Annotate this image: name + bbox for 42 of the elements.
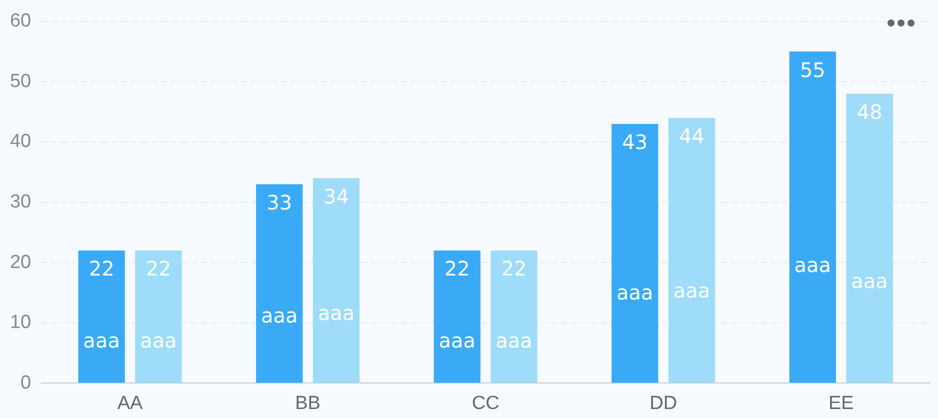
bar bbox=[668, 118, 716, 383]
x-tick-label: AA bbox=[117, 392, 144, 414]
y-tick-label: 60 bbox=[10, 10, 32, 32]
annotation: aaa bbox=[616, 280, 654, 305]
annotation: aaa bbox=[83, 328, 120, 353]
annotation: aaa bbox=[794, 253, 832, 278]
annotation: aaa bbox=[318, 301, 355, 326]
y-tick-label: 30 bbox=[10, 192, 32, 213]
data-label: 22 bbox=[146, 256, 172, 281]
bar bbox=[256, 184, 303, 383]
y-tick-label: 40 bbox=[10, 131, 32, 152]
annotation: aaa bbox=[496, 328, 532, 353]
data-label: 48 bbox=[856, 100, 882, 124]
annotation: aaa bbox=[851, 269, 888, 294]
bar bbox=[78, 250, 125, 383]
y-tick-label: 50 bbox=[10, 70, 32, 92]
bar bbox=[846, 94, 893, 383]
annotation: aaa bbox=[438, 328, 476, 353]
data-label: 22 bbox=[501, 256, 527, 281]
bar bbox=[612, 124, 658, 383]
data-label: 44 bbox=[679, 124, 705, 148]
y-tick-label: 10 bbox=[10, 312, 32, 334]
bar bbox=[135, 250, 182, 383]
y-tick-label: 0 bbox=[20, 372, 32, 394]
y-tick-label: 20 bbox=[10, 252, 32, 273]
x-tick-label: CC bbox=[472, 392, 500, 414]
data-label: 33 bbox=[266, 190, 292, 214]
x-tick-label: BB bbox=[295, 392, 320, 414]
data-label: 22 bbox=[88, 256, 114, 281]
x-tick-label: DD bbox=[650, 392, 678, 414]
bar bbox=[789, 52, 836, 383]
annotation: aaa bbox=[673, 278, 710, 302]
data-label: 43 bbox=[622, 130, 648, 154]
data-label: 34 bbox=[324, 184, 349, 208]
data-label: 55 bbox=[800, 58, 826, 82]
annotation: aaa bbox=[260, 303, 298, 328]
annotation: aaa bbox=[140, 328, 177, 353]
bar bbox=[434, 250, 480, 383]
data-label: 22 bbox=[444, 256, 470, 281]
bar bbox=[490, 250, 538, 383]
bar bbox=[312, 178, 360, 383]
x-tick-label: EE bbox=[828, 392, 854, 414]
